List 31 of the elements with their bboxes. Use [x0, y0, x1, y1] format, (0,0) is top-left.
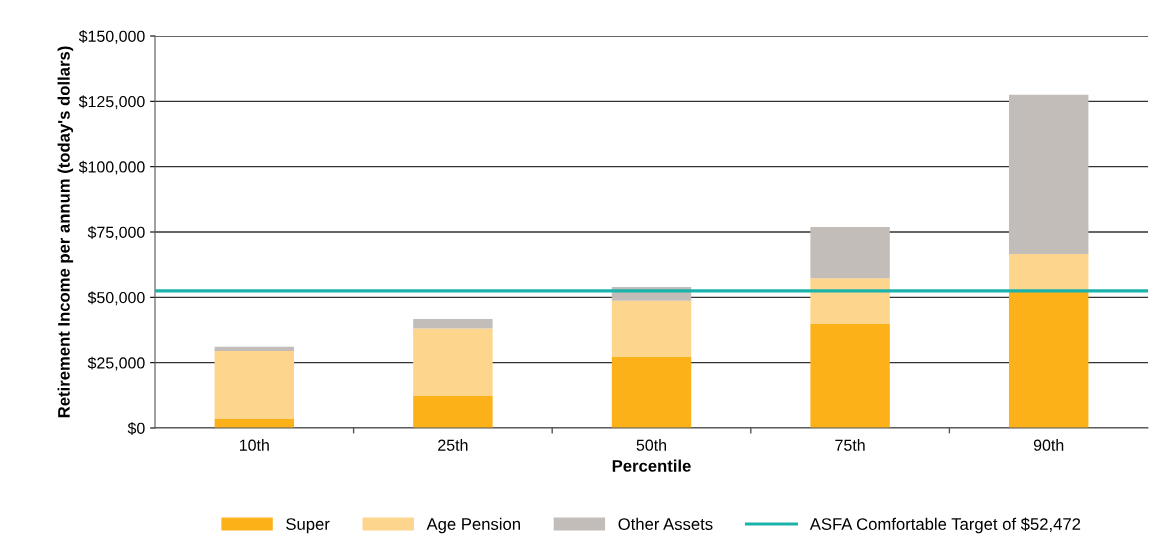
bar [214, 346, 295, 351]
y-tick-label: $125,000 [78, 95, 145, 110]
y-tick-label: $75,000 [87, 225, 145, 240]
bar [413, 319, 493, 329]
legend-label: Other Assets [618, 517, 713, 530]
bar [413, 328, 493, 396]
x-tick-label: 50th [636, 439, 667, 451]
y-axis-title: Retirement Income per annum (today's dollars) [57, 46, 74, 418]
bar [810, 323, 890, 428]
bar [1008, 292, 1089, 428]
x-tick-label: 25th [438, 439, 468, 451]
bar [810, 227, 890, 279]
bar [214, 350, 295, 420]
bar [611, 356, 692, 428]
bar [413, 395, 493, 428]
y-tick-label: $0 [127, 421, 145, 435]
x-axis-title: Percentile [612, 459, 691, 472]
legend-label: Super [286, 518, 330, 534]
bar [1008, 94, 1089, 254]
bar [810, 278, 890, 324]
bar [611, 300, 692, 357]
x-tick-label: 90th [1033, 439, 1064, 451]
x-tick-label: 75th [835, 439, 865, 451]
y-tick-label: $25,000 [87, 356, 145, 371]
legend-label: ASFA Comfortable Target of $52,472 [809, 517, 1081, 534]
legend-label: Age Pension [426, 517, 520, 534]
y-tick-label: $150,000 [78, 29, 145, 44]
y-tick-label: $100,000 [78, 160, 145, 175]
x-tick-label: 10th [239, 439, 269, 451]
bar [214, 419, 295, 428]
y-tick-label: $50,000 [87, 291, 145, 306]
